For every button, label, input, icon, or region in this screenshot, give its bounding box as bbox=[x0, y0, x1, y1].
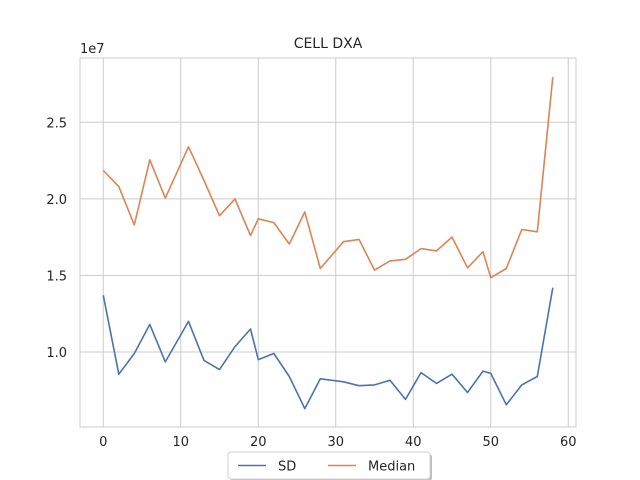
x-tick-label: 0 bbox=[99, 435, 107, 450]
legend-label-sd: SD bbox=[278, 460, 296, 475]
y-tick-label: 2.5 bbox=[46, 116, 67, 131]
y-tick-label: 1.5 bbox=[46, 269, 67, 284]
y-tick-label: 2.0 bbox=[46, 193, 67, 208]
series-group bbox=[102, 77, 554, 410]
plot-area-frame bbox=[79, 57, 577, 428]
y-axis-offset-label: 1e7 bbox=[80, 42, 105, 57]
grid bbox=[80, 58, 576, 427]
chart-title: CELL DXA bbox=[294, 36, 363, 52]
series-line-sd bbox=[102, 287, 554, 410]
x-tick-label: 20 bbox=[250, 435, 267, 450]
legend-label-median: Median bbox=[368, 460, 415, 475]
x-axis-ticks: 0 10 20 30 40 50 60 bbox=[99, 435, 576, 450]
y-tick-label: 1.0 bbox=[46, 346, 67, 361]
series-line-median bbox=[102, 77, 554, 279]
x-tick-label: 30 bbox=[327, 435, 344, 450]
x-tick-label: 40 bbox=[405, 435, 422, 450]
x-tick-label: 10 bbox=[172, 435, 189, 450]
x-tick-label: 60 bbox=[560, 435, 577, 450]
y-axis-ticks: 1.0 1.5 2.0 2.5 bbox=[46, 116, 67, 361]
legend: SD Median bbox=[227, 451, 432, 480]
x-tick-label: 50 bbox=[482, 435, 499, 450]
